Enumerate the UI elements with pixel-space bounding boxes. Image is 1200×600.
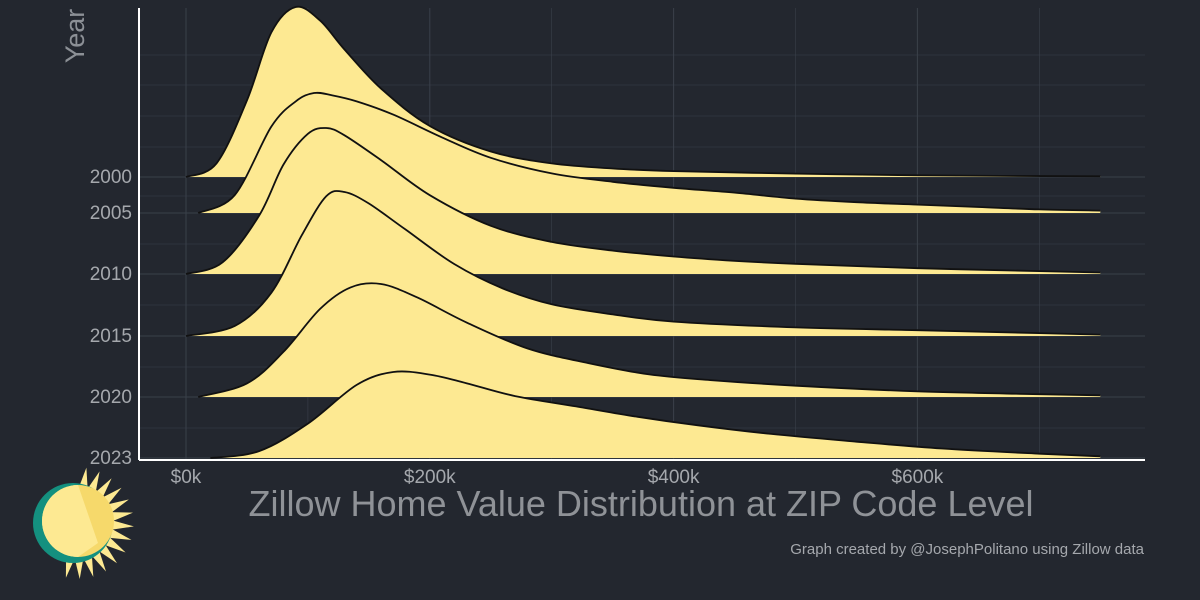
ridge-line-2010 <box>185 127 1101 275</box>
ridge-line-2015 <box>185 190 1101 337</box>
x-tick-label: $400k <box>648 467 700 488</box>
y-tick-labels: 2000 2005 2010 2015 2020 2023 <box>90 167 132 469</box>
ridges <box>185 5 1101 459</box>
ridge-line-2005 <box>197 91 1101 214</box>
ridge-line-2023 <box>210 370 1101 459</box>
y-tick-label-2000: 2000 <box>90 167 132 188</box>
axes <box>138 8 1145 461</box>
ridge-line-2020 <box>197 282 1101 398</box>
x-tick-label: $600k <box>892 467 944 488</box>
y-tick-label-2005: 2005 <box>90 203 132 224</box>
sun-icon <box>33 467 134 579</box>
ridge-2020 <box>197 282 1101 398</box>
ridge-line-2000 <box>185 5 1101 178</box>
credit-text: Graph created by @JosephPolitano using Z… <box>790 541 1144 558</box>
x-tick-labels: $0k $200k $400k $600k <box>171 467 944 488</box>
x-tick-label: $200k <box>404 467 456 488</box>
ridge-area-2005 <box>198 92 1101 213</box>
x-axis-title: Zillow Home Value Distribution at ZIP Co… <box>248 483 1033 524</box>
y-tick-label-2020: 2020 <box>90 387 132 408</box>
ridge-area-2023 <box>210 371 1101 458</box>
ridge-2023 <box>210 370 1101 459</box>
y-tick-label-2015: 2015 <box>90 326 132 347</box>
ridge-area-2020 <box>198 283 1101 397</box>
y-axis-title: Year <box>60 9 90 64</box>
ridge-2005 <box>197 91 1101 214</box>
y-tick-label-2010: 2010 <box>90 264 132 285</box>
y-tick-label-2023: 2023 <box>90 448 132 469</box>
x-tick-label: $0k <box>171 467 202 488</box>
